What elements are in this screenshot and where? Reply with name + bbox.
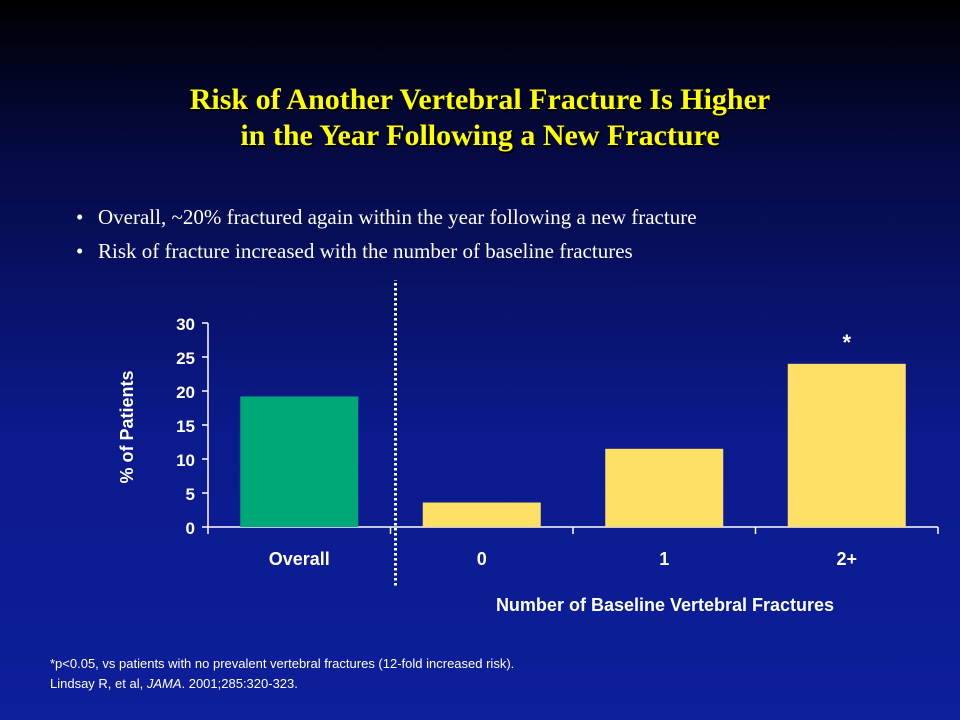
y-tick-label: 5 (186, 485, 195, 504)
slide-title: Risk of Another Vertebral Fracture Is Hi… (0, 82, 960, 154)
bullet-text: Overall, ~20% fractured again within the… (98, 205, 697, 229)
bullet-item: • Overall, ~20% fractured again within th… (76, 200, 697, 234)
bar-overall (240, 396, 359, 527)
y-tick-label: 30 (176, 315, 195, 334)
bullet-list: • Overall, ~20% fractured again within th… (76, 200, 697, 268)
bar-chart: % of Patients Number of Baseline Vertebr… (117, 280, 939, 615)
title-line-2: in the Year Following a New Fracture (240, 119, 720, 152)
x-tick-label: Overall (269, 549, 330, 569)
y-tick-label: 0 (186, 519, 195, 538)
bar-baseline-2-plus (787, 363, 906, 527)
x-tick-label: 1 (659, 549, 669, 569)
y-tick-label: 20 (176, 383, 195, 402)
x-tick-label: 2+ (836, 549, 857, 569)
y-tick-label: 10 (176, 451, 195, 470)
bullet-icon: • (76, 239, 84, 263)
title-line-1: Risk of Another Vertebral Fracture Is Hi… (189, 83, 771, 116)
x-tick-label: 0 (477, 549, 487, 569)
y-tick-label: 25 (176, 349, 195, 368)
citation-details: . 2001;285:320-323. (181, 676, 298, 691)
footnote-citation: Lindsay R, et al, JAMA. 2001;285:320-323… (50, 674, 514, 694)
footnote-significance: *p<0.05, vs patients with no prevalent v… (50, 656, 515, 671)
x-axis-label: Number of Baseline Vertebral Fractures (496, 595, 834, 615)
bullet-item: • Risk of fracture increased with the num… (76, 234, 697, 268)
bullet-text: Risk of fracture increased with the numb… (98, 239, 633, 263)
citation-authors: Lindsay R, et al, (50, 676, 147, 691)
bar-baseline-1 (605, 448, 724, 527)
significance-asterisk: * (842, 330, 851, 355)
bullet-icon: • (76, 205, 84, 229)
y-axis-label: % of Patients (117, 370, 137, 483)
y-tick-label: 15 (176, 417, 195, 436)
citation-journal: JAMA (146, 676, 182, 691)
bar-baseline-0 (422, 502, 541, 527)
footnote: *p<0.05, vs patients with no prevalent v… (50, 654, 514, 694)
